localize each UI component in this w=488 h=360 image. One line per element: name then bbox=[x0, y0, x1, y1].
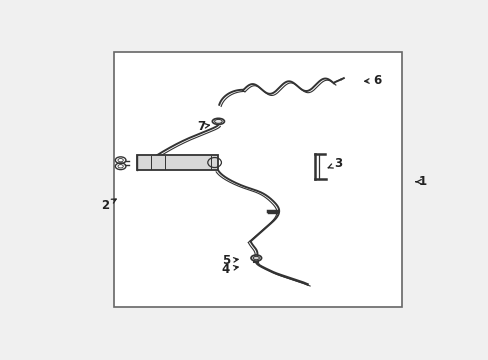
Bar bbox=[137, 155, 218, 170]
Text: 3: 3 bbox=[327, 157, 341, 170]
Text: 2: 2 bbox=[101, 199, 116, 212]
Text: 7: 7 bbox=[197, 120, 209, 133]
Text: 5: 5 bbox=[222, 254, 238, 267]
Ellipse shape bbox=[212, 118, 224, 125]
Bar bbox=[114, 51, 401, 307]
Text: 1: 1 bbox=[415, 175, 426, 188]
Text: 6: 6 bbox=[364, 74, 381, 87]
Text: 4: 4 bbox=[222, 262, 238, 276]
Ellipse shape bbox=[250, 255, 261, 261]
